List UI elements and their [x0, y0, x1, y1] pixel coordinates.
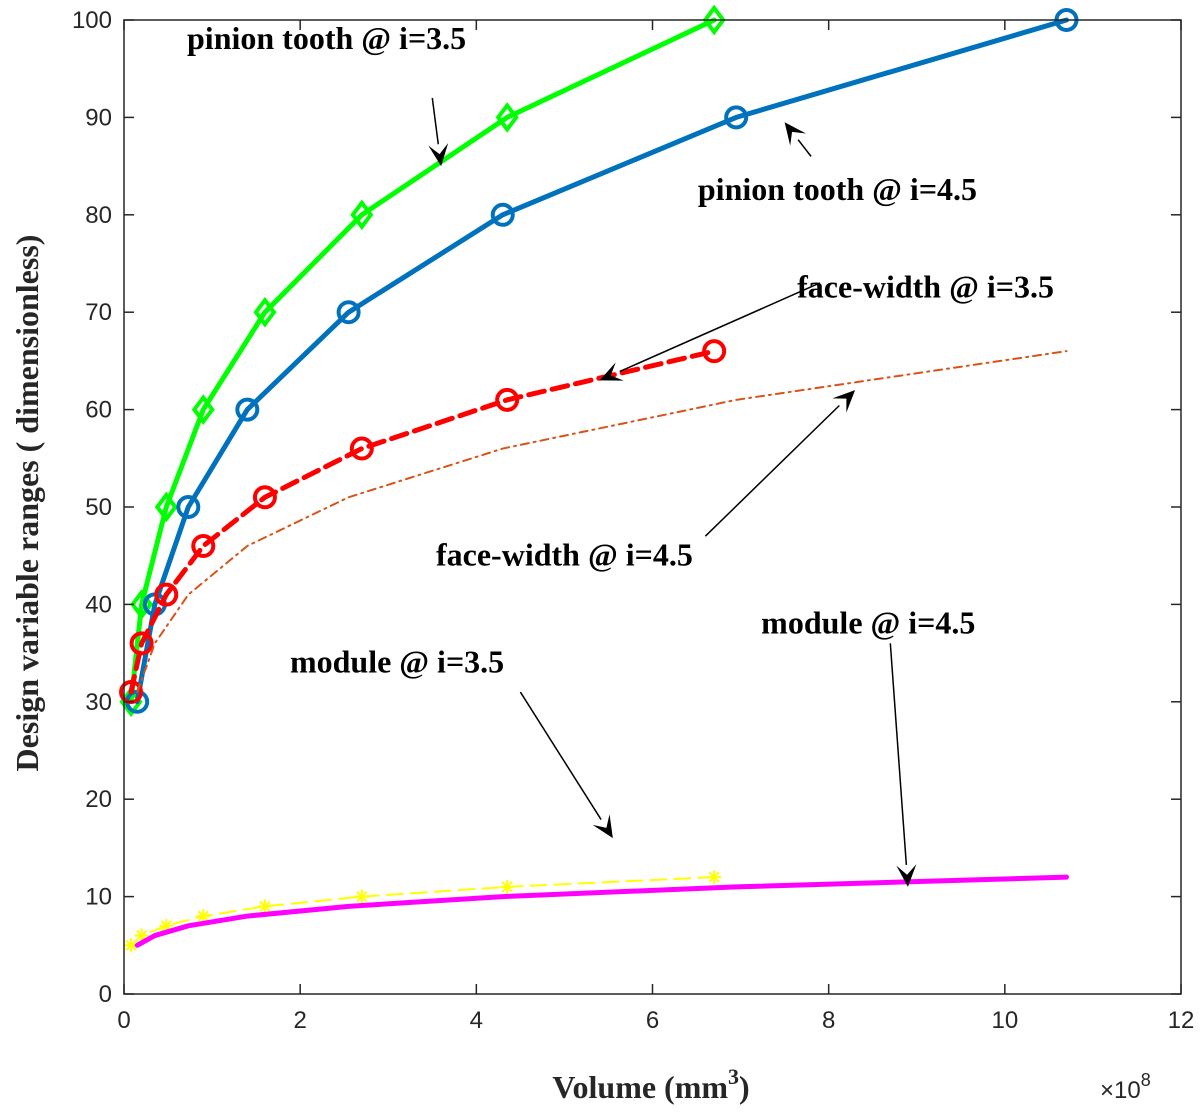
- data-point-pinion-tooth-i-4-5: [336, 300, 361, 325]
- x-axis-label-close: ): [739, 1069, 750, 1105]
- series-line-face-width-i-4-5: [136, 350, 1068, 694]
- annotation-arrow-shaft: [889, 643, 908, 865]
- data-point-face-width-i-3-5: [349, 436, 374, 461]
- y-axis-label: Design variable ranges ( dimensionless): [9, 235, 45, 772]
- annotation-arrow-shaft: [704, 404, 840, 537]
- data-point-module-i-3-5: [707, 870, 722, 885]
- star-stroke: [356, 890, 368, 903]
- series-module-i-3-5: [124, 870, 722, 953]
- series-line-face-width-i-3-5: [128, 348, 717, 695]
- x-axis-label-text: Volume (mm: [552, 1069, 728, 1105]
- data-point-pinion-tooth-i-4-5: [724, 105, 749, 130]
- star-stroke: [501, 881, 513, 893]
- annotation-label: module @ i=3.5: [290, 644, 504, 680]
- annotation-label: pinion tooth @ i=4.5: [698, 171, 977, 207]
- y-tick-label: 30: [85, 689, 112, 716]
- axes-frame: [123, 19, 1182, 995]
- x-axis-exponent-base: ×10: [1100, 1077, 1141, 1104]
- annotation-label: module @ i=4.5: [761, 605, 975, 641]
- data-point-face-width-i-3-5: [191, 533, 216, 558]
- annotation-label: pinion tooth @ i=3.5: [187, 20, 466, 56]
- data-point-pinion-tooth-i-3-5: [154, 491, 178, 523]
- data-point-pinion-tooth-i-3-5: [702, 4, 726, 36]
- star-stroke: [197, 910, 209, 922]
- plot-area: [119, 4, 1079, 953]
- data-point-module-i-3-5: [500, 879, 515, 894]
- x-tick-label: 12: [1168, 1007, 1195, 1034]
- series-line-module-i-3-5: [130, 876, 716, 947]
- x-axis-label: Volume (mm3): [552, 1064, 749, 1105]
- annotation-label: face-width @ i=3.5: [797, 269, 1054, 305]
- data-point-pinion-tooth-i-3-5: [191, 394, 215, 425]
- data-point-face-width-i-3-5: [252, 485, 277, 510]
- annotation-arrow-head: [832, 390, 856, 413]
- annotation-arrow-shaft: [519, 691, 602, 820]
- data-point-face-width-i-3-5: [154, 582, 179, 607]
- x-tick-label: 10: [991, 1007, 1018, 1034]
- y-tick-label: 80: [85, 202, 112, 229]
- series-line-pinion-tooth-i-3-5: [128, 17, 717, 705]
- x-tick-label: 4: [470, 1007, 483, 1034]
- annotation-arrow-shaft: [431, 97, 440, 145]
- data-point-pinion-tooth-i-4-5: [490, 202, 515, 227]
- annotation-arrow-head: [592, 814, 613, 839]
- data-point-face-width-i-3-5: [702, 339, 727, 364]
- x-tick-label: 2: [293, 1007, 306, 1034]
- star-stroke: [160, 920, 172, 932]
- data-point-module-i-3-5: [354, 889, 369, 904]
- x-axis-exponent: ×108: [1100, 1070, 1151, 1104]
- data-point-face-width-i-3-5: [129, 631, 154, 656]
- annotation-arrow-shaft: [619, 282, 821, 373]
- x-tick-label: 0: [117, 1007, 130, 1034]
- annotation-arrow-head: [896, 864, 917, 887]
- y-tick-label: 60: [85, 397, 112, 424]
- y-tick-label: 90: [85, 104, 112, 131]
- y-tick-label: 70: [85, 299, 112, 326]
- data-point-pinion-tooth-i-3-5: [495, 102, 519, 133]
- series-face-width-i-4-5: [136, 350, 1068, 694]
- series-line-module-i-4-5: [134, 874, 1069, 948]
- data-point-pinion-tooth-i-3-5: [253, 296, 277, 328]
- annotation-module-i-4-5: module @ i=4.5: [761, 605, 975, 887]
- y-tick-label: 0: [99, 981, 112, 1008]
- annotation-pinion-tooth-i-3-5: pinion tooth @ i=3.5: [187, 20, 466, 167]
- series-pinion-tooth-i-3-5: [119, 4, 726, 718]
- axes: 0 2 4 6 8 10 12 0 10 20 30 40 50 60 70 80 90 100: [72, 7, 1194, 1034]
- star-stroke: [708, 871, 720, 883]
- star-stroke: [259, 900, 271, 912]
- y-tick-label: 20: [85, 786, 112, 813]
- data-point-face-width-i-3-5: [495, 387, 520, 412]
- annotation-arrow-shaft: [797, 139, 812, 157]
- series-module-i-4-5: [134, 874, 1069, 948]
- annotation-face-width-i-4-5: face-width @ i=4.5: [436, 390, 856, 572]
- data-point-pinion-tooth-i-4-5: [235, 397, 260, 422]
- annotation-label: face-width @ i=4.5: [436, 536, 693, 572]
- y-tick-label: 10: [85, 884, 112, 911]
- data-point-module-i-3-5: [257, 899, 272, 914]
- y-tick-label: 100: [72, 7, 112, 34]
- x-tick-label: 6: [646, 1007, 659, 1034]
- x-axis-exponent-power: 8: [1141, 1070, 1151, 1090]
- x-tick-label: 8: [822, 1007, 835, 1034]
- annotation-pinion-tooth-i-4-5: pinion tooth @ i=4.5: [698, 122, 977, 207]
- y-tick-label: 50: [85, 494, 112, 521]
- star-stroke: [135, 929, 148, 942]
- data-point-pinion-tooth-i-3-5: [350, 199, 374, 231]
- annotation-arrow-head: [599, 362, 624, 381]
- star-stroke: [125, 939, 137, 951]
- series-line-pinion-tooth-i-4-5: [134, 17, 1069, 705]
- x-axis-label-superscript: 3: [728, 1064, 739, 1089]
- annotation-module-i-3-5: module @ i=3.5: [290, 644, 613, 839]
- annotations: pinion tooth @ i=3.5 pinion tooth @ i=4.5…: [187, 20, 1054, 887]
- annotation-face-width-i-3-5: face-width @ i=3.5: [599, 269, 1054, 381]
- data-point-module-i-3-5: [196, 909, 211, 924]
- annotation-arrow-head: [428, 143, 449, 167]
- data-point-pinion-tooth-i-4-5: [176, 495, 201, 519]
- annotation-arrow-head: [784, 122, 807, 146]
- y-tick-label: 40: [85, 591, 112, 618]
